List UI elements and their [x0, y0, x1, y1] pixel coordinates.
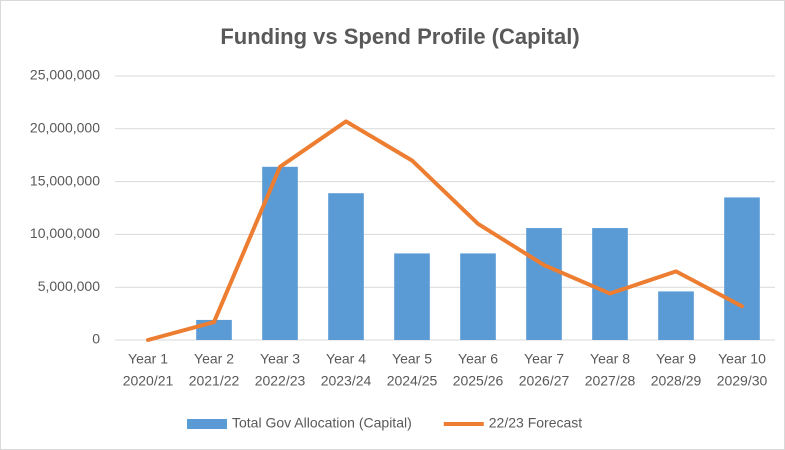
x-tick-label: 2027/28 — [585, 373, 636, 389]
y-tick-label: 15,000,000 — [30, 172, 100, 188]
bar — [328, 193, 364, 340]
x-tick-label: Year 5 — [392, 351, 432, 367]
x-tick-label: 2026/27 — [519, 373, 570, 389]
bar — [658, 291, 694, 340]
y-tick-label: 5,000,000 — [38, 278, 100, 294]
bar — [724, 197, 760, 340]
x-tick-label: 2029/30 — [717, 373, 768, 389]
x-tick-label: 2022/23 — [255, 373, 306, 389]
x-tick-label: Year 6 — [458, 351, 498, 367]
x-tick-label: 2020/21 — [123, 373, 174, 389]
x-tick-label: Year 3 — [260, 351, 300, 367]
x-tick-label: Year 2 — [194, 351, 234, 367]
y-tick-label: 10,000,000 — [30, 225, 100, 241]
y-tick-label: 0 — [92, 331, 100, 347]
x-tick-label: Year 10 — [718, 351, 766, 367]
bar — [526, 228, 562, 340]
chart-title: Funding vs Spend Profile (Capital) — [220, 24, 579, 49]
bar — [460, 253, 496, 340]
x-tick-label: 2024/25 — [387, 373, 438, 389]
legend-label: 22/23 Forecast — [489, 415, 582, 431]
bar — [592, 228, 628, 340]
y-tick-label: 25,000,000 — [30, 67, 100, 83]
x-tick-label: Year 7 — [524, 351, 564, 367]
y-tick-label: 20,000,000 — [30, 120, 100, 136]
x-tick-label: Year 8 — [590, 351, 630, 367]
x-tick-label: Year 1 — [128, 351, 168, 367]
bar — [394, 253, 430, 340]
x-tick-label: Year 4 — [326, 351, 366, 367]
x-tick-label: 2023/24 — [321, 373, 372, 389]
x-tick-label: 2025/26 — [453, 373, 504, 389]
line — [146, 119, 744, 342]
legend-swatch — [187, 419, 227, 429]
legend-label: Total Gov Allocation (Capital) — [232, 415, 412, 431]
x-tick-label: Year 9 — [656, 351, 696, 367]
x-tick-label: 2021/22 — [189, 373, 240, 389]
x-tick-label: 2028/29 — [651, 373, 702, 389]
